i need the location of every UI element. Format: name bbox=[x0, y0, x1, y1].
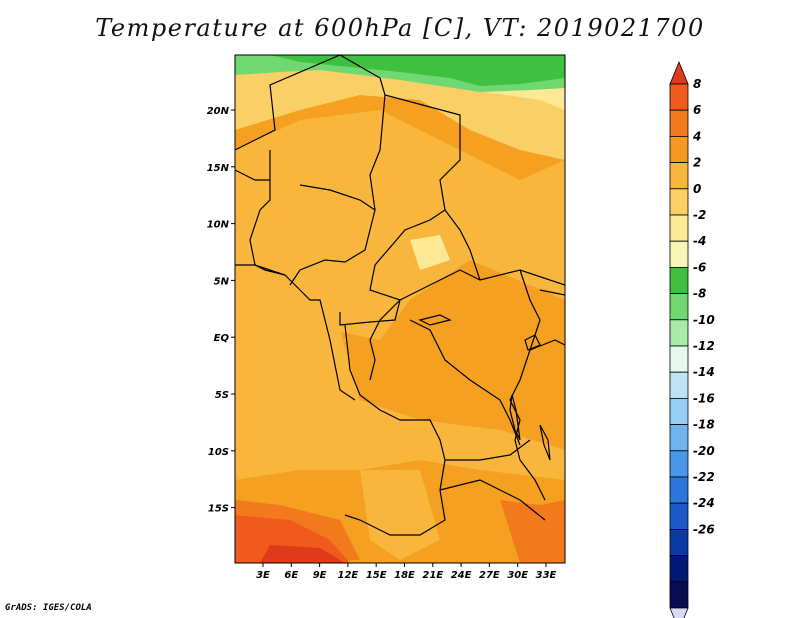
lat-label: 5N bbox=[214, 276, 230, 287]
colorbar-label: 0 bbox=[693, 182, 701, 196]
lon-label: 27E bbox=[479, 570, 500, 581]
colorbar-box bbox=[669, 135, 689, 163]
colorbar-box bbox=[669, 83, 689, 111]
colorbar-label: 4 bbox=[692, 129, 701, 143]
lon-label: 33E bbox=[536, 570, 557, 581]
lat-label: 5S bbox=[215, 390, 229, 401]
colorbar-top-arrow bbox=[669, 60, 689, 85]
band-above-8 bbox=[260, 545, 345, 563]
lat-label: EQ bbox=[214, 333, 230, 344]
band-0to2-south bbox=[235, 290, 565, 480]
lon-label: 21E bbox=[422, 570, 443, 581]
lat-label: 20N bbox=[207, 106, 230, 117]
colorbar-label: -4 bbox=[693, 234, 706, 248]
lon-label: 30E bbox=[507, 570, 528, 581]
colorbar-box bbox=[669, 476, 689, 504]
colorbar-box bbox=[669, 555, 689, 583]
map-frame bbox=[234, 54, 566, 564]
colorbar-box bbox=[669, 345, 689, 373]
band-0to2-patch bbox=[360, 470, 440, 560]
colorbar-label: -10 bbox=[693, 313, 715, 327]
lon-label: 3E bbox=[256, 570, 270, 581]
colorbar-box bbox=[669, 450, 689, 478]
colorbar-box bbox=[669, 240, 689, 268]
lat-label: 10N bbox=[207, 220, 230, 231]
colorbar-box bbox=[669, 424, 689, 452]
colorbar-box bbox=[669, 266, 689, 294]
colorbar-box bbox=[669, 397, 689, 425]
colorbar-box bbox=[669, 293, 689, 321]
colorbar-label: 2 bbox=[693, 156, 701, 170]
country-borders bbox=[235, 55, 565, 536]
colorbar-label: -18 bbox=[693, 418, 715, 432]
lon-axis: 3E 6E 9E 12E 15E 18E 21E 24E 27E 30E 33E bbox=[256, 563, 557, 581]
colorbar-box bbox=[669, 162, 689, 190]
colorbar-label: -6 bbox=[693, 260, 706, 274]
colorbar-label: -24 bbox=[693, 496, 715, 510]
colorbar-label: -20 bbox=[693, 444, 715, 458]
colorbar-box bbox=[669, 502, 689, 530]
colorbar-box bbox=[669, 529, 689, 557]
colorbar-label: -2 bbox=[693, 208, 706, 222]
colorbar-box bbox=[669, 188, 689, 216]
band-4to6-southeast bbox=[500, 500, 565, 563]
lon-label: 9E bbox=[313, 570, 327, 581]
colorbar-box bbox=[669, 581, 689, 609]
lon-label: 18E bbox=[394, 570, 415, 581]
colorbar-box bbox=[669, 109, 689, 137]
colorbar-box bbox=[669, 319, 689, 347]
lat-label: 10S bbox=[208, 447, 229, 458]
yellow-patch-center bbox=[410, 235, 450, 270]
colorbar-label: -14 bbox=[693, 365, 715, 379]
lon-label: 6E bbox=[284, 570, 298, 581]
lat-label: 15N bbox=[207, 163, 230, 174]
temperature-field bbox=[235, 55, 565, 563]
colorbar-label: -12 bbox=[693, 339, 715, 353]
colorbar-label: -22 bbox=[693, 470, 715, 484]
colorbar-label: 8 bbox=[693, 77, 701, 91]
lon-label: 24E bbox=[451, 570, 472, 581]
lat-axis: 20N 15N 10N 5N EQ 5S 10S 15S bbox=[207, 106, 235, 515]
colorbar-box bbox=[669, 214, 689, 242]
chart-title: Temperature at 600hPa [C], VT: 201902170… bbox=[95, 14, 705, 42]
colorbar-label: 6 bbox=[693, 103, 701, 117]
colorbar-label: -16 bbox=[693, 391, 715, 405]
lon-label: 15E bbox=[366, 570, 387, 581]
colorbar-label: -26 bbox=[693, 522, 715, 536]
credit-text: GrADS: IGES/COLA bbox=[5, 603, 92, 613]
colorbar-bottom-arrow bbox=[669, 607, 689, 618]
band-minus6tominus4 bbox=[270, 55, 565, 86]
colorbar: 8 6 4 2 0 -2 -4 -6 -8 -10 -12 -14 -16 -18 -20 -22 -24 -26 bbox=[669, 60, 715, 618]
lon-label: 12E bbox=[338, 570, 359, 581]
lat-label: 15S bbox=[208, 504, 229, 515]
lakes bbox=[418, 314, 551, 461]
band-0to2-north bbox=[235, 110, 565, 340]
colorbar-label: -8 bbox=[693, 287, 706, 301]
colorbar-box bbox=[669, 371, 689, 399]
